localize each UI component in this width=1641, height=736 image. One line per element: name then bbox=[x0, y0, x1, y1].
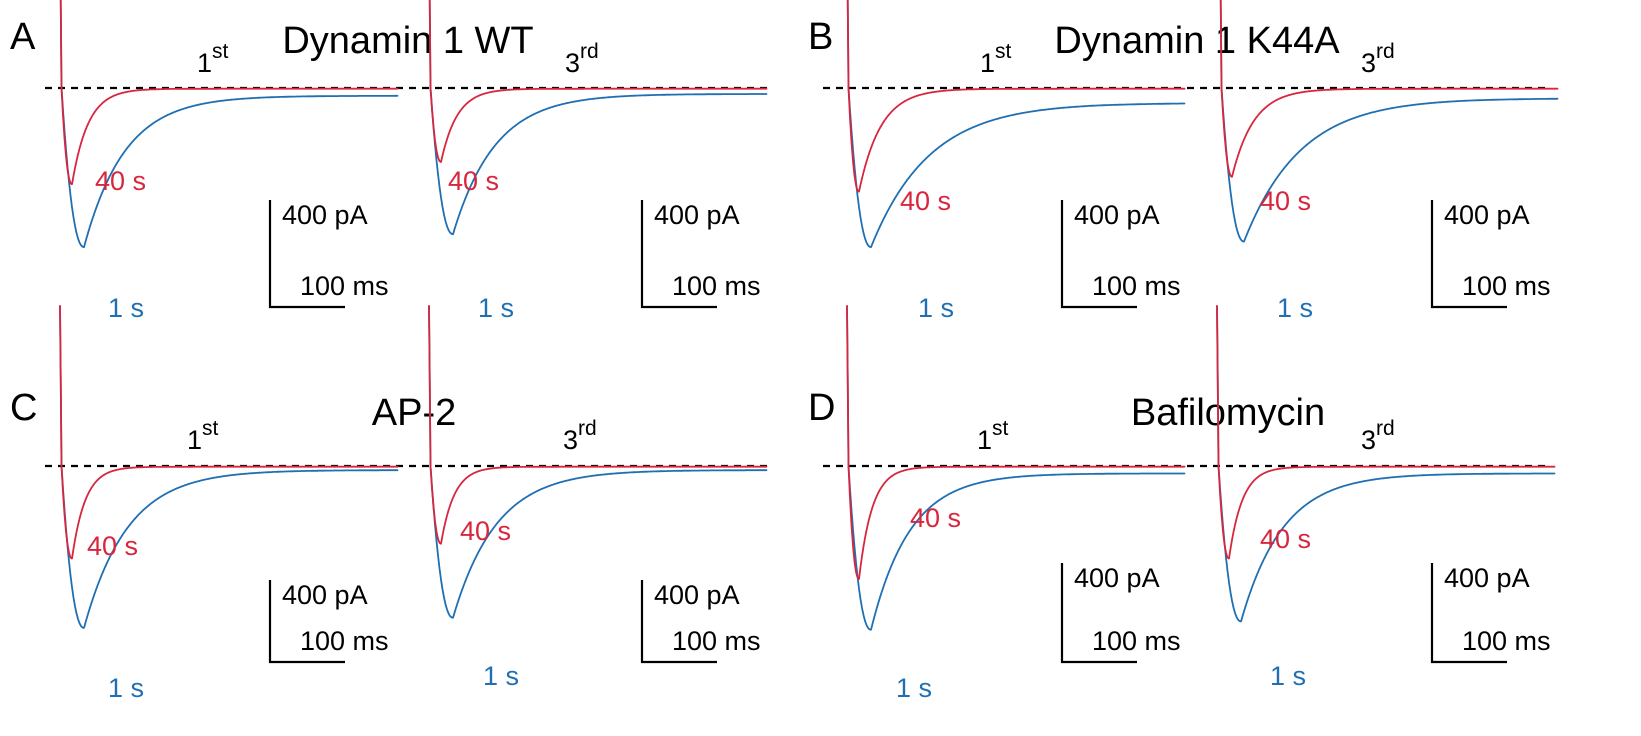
trace-1s bbox=[1216, 305, 1556, 623]
trace-40s bbox=[428, 0, 768, 163]
scale-bar bbox=[1060, 563, 1137, 664]
scale-label-current: 400 pA bbox=[654, 200, 740, 230]
label-40s: 40 s bbox=[910, 503, 961, 533]
sweep-3: 3rd 40 s 1 s 400 pA 100 ms bbox=[428, 305, 768, 691]
label-1s: 1 s bbox=[1270, 661, 1306, 691]
trace-40s bbox=[1219, 0, 1559, 178]
trace-1s bbox=[846, 0, 1186, 248]
sweep-3: 3rd 40 s 1 s 400 pA 100 ms bbox=[1216, 305, 1556, 691]
trace-40s bbox=[1216, 305, 1556, 560]
label-1s: 1 s bbox=[483, 661, 519, 691]
label-40s: 40 s bbox=[900, 186, 951, 216]
label-40s: 40 s bbox=[460, 516, 511, 546]
scale-label-time: 100 ms bbox=[1092, 626, 1181, 656]
scale-label-time: 100 ms bbox=[300, 271, 389, 301]
scale-label-current: 400 pA bbox=[1074, 200, 1160, 230]
label-1s: 1 s bbox=[918, 293, 954, 323]
sweep-label: 3rd bbox=[1361, 417, 1395, 455]
panel-a: A Dynamin 1 WT 1st 40 s 1 s 400 pA 100 ms 3rd 40… bbox=[10, 0, 770, 323]
scale-bar bbox=[1430, 200, 1507, 309]
trace-1s bbox=[428, 0, 768, 236]
panel-title: Dynamin 1 WT bbox=[282, 20, 533, 62]
label-40s: 40 s bbox=[1260, 524, 1311, 554]
scale-bar bbox=[268, 580, 345, 664]
label-1s: 1 s bbox=[478, 293, 514, 323]
trace-40s bbox=[428, 305, 768, 545]
sweep-1: 1st 40 s 1 s 400 pA 100 ms bbox=[59, 305, 399, 703]
label-1s: 1 s bbox=[108, 293, 144, 323]
scale-label-time: 100 ms bbox=[1462, 626, 1551, 656]
panel-letter: D bbox=[808, 387, 835, 429]
panel-letter: C bbox=[10, 387, 37, 429]
label-1s: 1 s bbox=[1277, 293, 1313, 323]
sweep-3: 3rd 40 s 1 s 400 pA 100 ms bbox=[428, 0, 768, 323]
scale-label-current: 400 pA bbox=[282, 580, 368, 610]
label-40s: 40 s bbox=[87, 531, 138, 561]
sweep-label: 3rd bbox=[565, 40, 599, 78]
sweep-1: 1st 40 s 1 s 400 pA 100 ms bbox=[846, 305, 1186, 703]
trace-1s bbox=[59, 305, 399, 629]
trace-40s bbox=[59, 305, 399, 560]
panel-title: Bafilomycin bbox=[1131, 392, 1325, 434]
label-40s: 40 s bbox=[95, 166, 146, 196]
sweep-1: 1st 40 s 1 s 400 pA 100 ms bbox=[846, 0, 1186, 323]
label-40s: 40 s bbox=[448, 166, 499, 196]
scale-bar bbox=[1060, 200, 1137, 309]
scale-label-current: 400 pA bbox=[1074, 563, 1160, 593]
trace-1s bbox=[428, 305, 768, 619]
label-1s: 1 s bbox=[896, 673, 932, 703]
panel-title: AP-2 bbox=[372, 392, 456, 434]
scale-label-time: 100 ms bbox=[1462, 271, 1551, 301]
scale-label-time: 100 ms bbox=[672, 271, 761, 301]
sweep-3: 3rd 40 s 1 s 400 pA 100 ms bbox=[1219, 0, 1559, 323]
panel-letter: A bbox=[10, 16, 36, 58]
scale-bar bbox=[640, 580, 717, 664]
scale-label-current: 400 pA bbox=[654, 580, 740, 610]
scale-label-current: 400 pA bbox=[282, 200, 368, 230]
panel-d: D Bafilomycin 1st 40 s 1 s 400 pA 100 ms 3rd 40 … bbox=[808, 305, 1556, 703]
label-1s: 1 s bbox=[108, 673, 144, 703]
label-40s: 40 s bbox=[1260, 186, 1311, 216]
scale-label-time: 100 ms bbox=[300, 626, 389, 656]
panel-title: Dynamin 1 K44A bbox=[1054, 20, 1340, 62]
scale-label-current: 400 pA bbox=[1444, 200, 1530, 230]
panel-c: C AP-2 1st 40 s 1 s 400 pA 100 ms 3rd 40 s 1 s 400… bbox=[10, 305, 770, 703]
scale-label-time: 100 ms bbox=[672, 626, 761, 656]
sweep-label: 1st bbox=[187, 417, 219, 455]
sweep-label: 1st bbox=[197, 40, 229, 78]
scale-bar bbox=[1430, 563, 1507, 664]
scale-label-time: 100 ms bbox=[1092, 271, 1181, 301]
sweep-label: 3rd bbox=[1361, 40, 1395, 78]
scale-label-current: 400 pA bbox=[1444, 563, 1530, 593]
sweep-label: 3rd bbox=[563, 417, 597, 455]
scale-bar bbox=[268, 200, 345, 309]
panel-letter: B bbox=[808, 16, 833, 58]
trace-1s bbox=[1219, 0, 1559, 243]
trace-40s bbox=[59, 0, 399, 186]
sweep-label: 1st bbox=[977, 417, 1009, 455]
trace-40s bbox=[846, 305, 1186, 580]
trace-1s bbox=[59, 0, 399, 248]
trace-1s bbox=[846, 305, 1186, 631]
scale-bar bbox=[640, 200, 717, 309]
sweep-label: 1st bbox=[980, 40, 1012, 78]
sweep-1: 1st 40 s 1 s 400 pA 100 ms bbox=[59, 0, 399, 323]
trace-40s bbox=[846, 0, 1186, 193]
